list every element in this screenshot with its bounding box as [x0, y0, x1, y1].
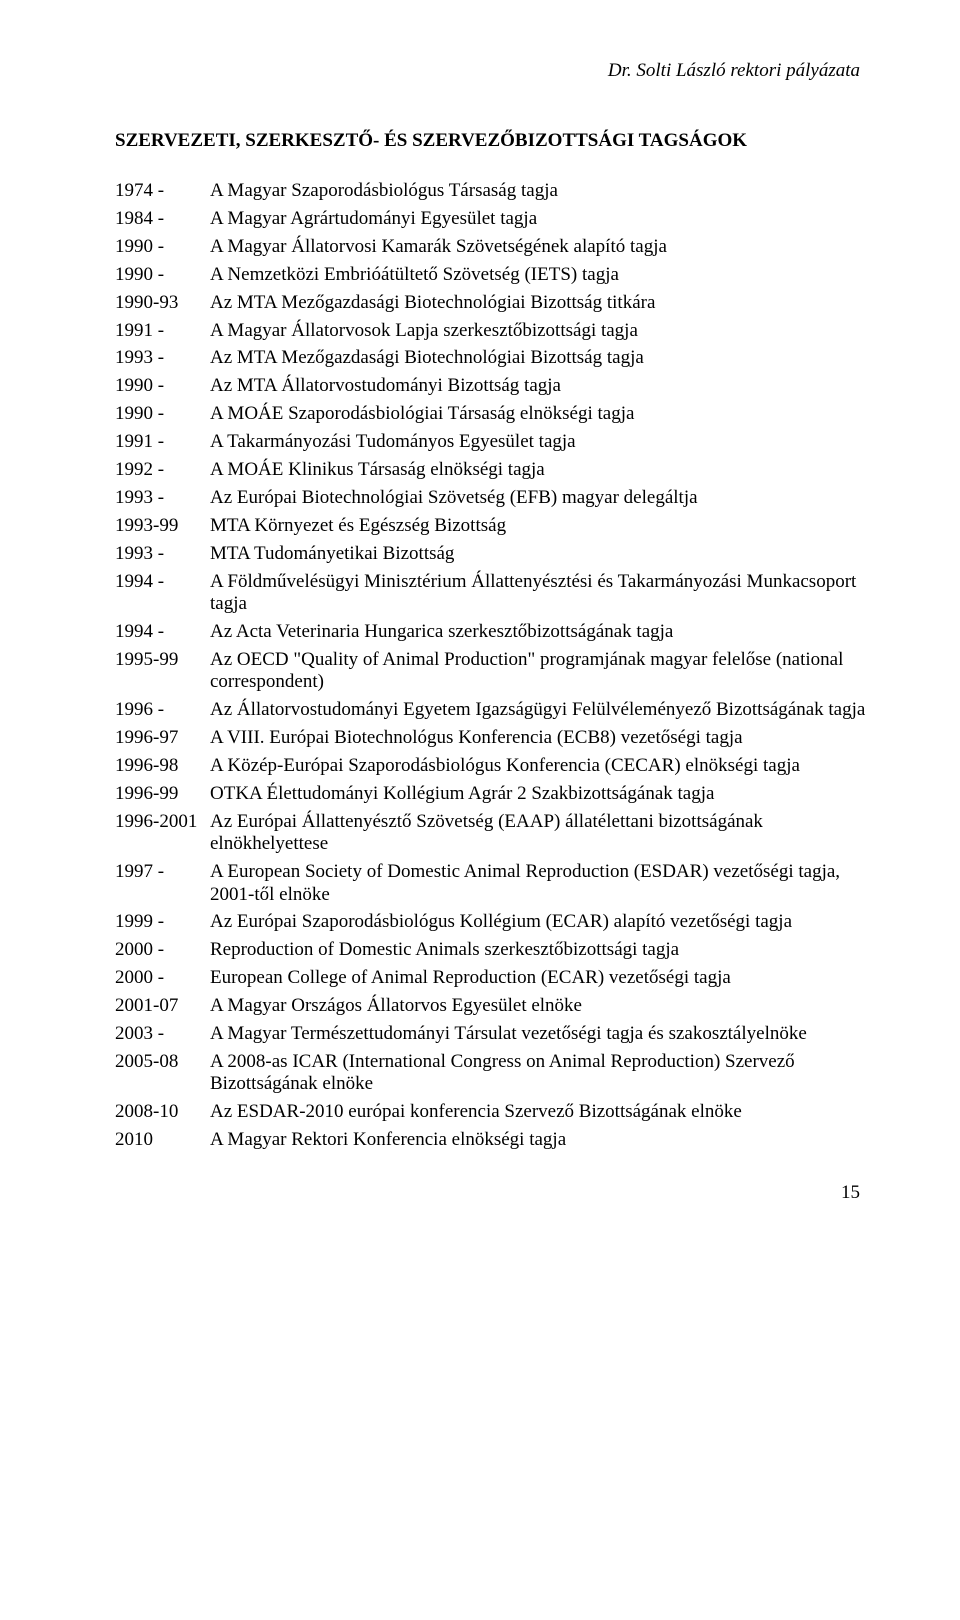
list-item: 1996-97A VIII. Európai Biotechnológus Ko… — [115, 727, 870, 749]
entry-year: 1991 - — [115, 431, 210, 453]
entry-text: A Nemzetközi Embrióátültető Szövetség (I… — [210, 264, 870, 286]
list-item: 1993 -Az MTA Mezőgazdasági Biotechnológi… — [115, 347, 870, 369]
entry-text: A Magyar Országos Állatorvos Egyesület e… — [210, 995, 870, 1017]
entry-year: 1996-97 — [115, 727, 210, 749]
list-item: 1996-2001Az Európai Állattenyésztő Szöve… — [115, 811, 870, 856]
list-item: 1992 -A MOÁE Klinikus Társaság elnökségi… — [115, 459, 870, 481]
list-item: 1993 -MTA Tudományetikai Bizottság — [115, 543, 870, 565]
list-item: 1990 -A Magyar Állatorvosi Kamarák Szöve… — [115, 236, 870, 258]
entry-year: 2003 - — [115, 1023, 210, 1045]
entry-year: 1996-98 — [115, 755, 210, 777]
entry-text: A Közép-Európai Szaporodásbiológus Konfe… — [210, 755, 870, 777]
entry-year: 2010 — [115, 1129, 210, 1151]
entry-year: 2001-07 — [115, 995, 210, 1017]
entry-year: 1999 - — [115, 911, 210, 933]
entry-text: A Takarmányozási Tudományos Egyesület ta… — [210, 431, 870, 453]
memberships-list: 1974 -A Magyar Szaporodásbiológus Társas… — [115, 180, 870, 1152]
list-item: 1991 -A Magyar Állatorvosok Lapja szerke… — [115, 320, 870, 342]
entry-text: A 2008-as ICAR (International Congress o… — [210, 1051, 870, 1096]
entry-text: Az Állatorvostudományi Egyetem Igazságüg… — [210, 699, 870, 721]
list-item: 2003 -A Magyar Természettudományi Társul… — [115, 1023, 870, 1045]
entry-year: 1990 - — [115, 236, 210, 258]
entry-text: Az MTA Mezőgazdasági Biotechnológiai Biz… — [210, 347, 870, 369]
entry-text: A Földművelésügyi Minisztérium Állatteny… — [210, 571, 870, 616]
entry-text: Az ESDAR-2010 európai konferencia Szerve… — [210, 1101, 870, 1123]
list-item: 1990 -A Nemzetközi Embrióátültető Szövet… — [115, 264, 870, 286]
entry-year: 2000 - — [115, 967, 210, 989]
list-item: 1999 -Az Európai Szaporodásbiológus Koll… — [115, 911, 870, 933]
list-item: 1994 -Az Acta Veterinaria Hungarica szer… — [115, 621, 870, 643]
entry-text: A MOÁE Szaporodásbiológiai Társaság elnö… — [210, 403, 870, 425]
entry-text: Az MTA Állatorvostudományi Bizottság tag… — [210, 375, 870, 397]
list-item: 2001-07A Magyar Országos Állatorvos Egye… — [115, 995, 870, 1017]
entry-text: Az Európai Állattenyésztő Szövetség (EAA… — [210, 811, 870, 856]
list-item: 2010A Magyar Rektori Konferencia elnöksé… — [115, 1129, 870, 1151]
list-item: 1997 -A European Society of Domestic Ani… — [115, 861, 870, 906]
entry-text: European College of Animal Reproduction … — [210, 967, 870, 989]
entry-year: 1990-93 — [115, 292, 210, 314]
entry-year: 1995-99 — [115, 649, 210, 671]
page-number: 15 — [115, 1182, 860, 1204]
list-item: 2000 -European College of Animal Reprodu… — [115, 967, 870, 989]
entry-year: 2005-08 — [115, 1051, 210, 1073]
list-item: 1994 -A Földművelésügyi Minisztérium Áll… — [115, 571, 870, 616]
entry-year: 1996-2001 — [115, 811, 210, 833]
list-item: 1996-98A Közép-Európai Szaporodásbiológu… — [115, 755, 870, 777]
entry-year: 1992 - — [115, 459, 210, 481]
list-item: 1996 -Az Állatorvostudományi Egyetem Iga… — [115, 699, 870, 721]
entry-text: Az OECD "Quality of Animal Production" p… — [210, 649, 870, 694]
entry-year: 1974 - — [115, 180, 210, 202]
entry-year: 1996 - — [115, 699, 210, 721]
list-item: 2000 -Reproduction of Domestic Animals s… — [115, 939, 870, 961]
entry-year: 1991 - — [115, 320, 210, 342]
list-item: 1993-99MTA Környezet és Egészség Bizotts… — [115, 515, 870, 537]
entry-text: MTA Tudományetikai Bizottság — [210, 543, 870, 565]
entry-text: A MOÁE Klinikus Társaság elnökségi tagja — [210, 459, 870, 481]
entry-year: 1993 - — [115, 347, 210, 369]
entry-text: Az Európai Szaporodásbiológus Kollégium … — [210, 911, 870, 933]
entry-year: 1994 - — [115, 621, 210, 643]
entry-year: 1996-99 — [115, 783, 210, 805]
entry-text: A Magyar Állatorvosi Kamarák Szövetségén… — [210, 236, 870, 258]
entry-text: A Magyar Rektori Konferencia elnökségi t… — [210, 1129, 870, 1151]
entry-year: 1993 - — [115, 543, 210, 565]
list-item: 1991 -A Takarmányozási Tudományos Egyesü… — [115, 431, 870, 453]
list-item: 1995-99Az OECD "Quality of Animal Produc… — [115, 649, 870, 694]
entry-year: 1984 - — [115, 208, 210, 230]
entry-text: Reproduction of Domestic Animals szerkes… — [210, 939, 870, 961]
entry-text: OTKA Élettudományi Kollégium Agrár 2 Sza… — [210, 783, 870, 805]
entry-year: 1993-99 — [115, 515, 210, 537]
list-item: 2008-10Az ESDAR-2010 európai konferencia… — [115, 1101, 870, 1123]
list-item: 1990 -Az MTA Állatorvostudományi Bizotts… — [115, 375, 870, 397]
list-item: 1974 -A Magyar Szaporodásbiológus Társas… — [115, 180, 870, 202]
list-item: 1993 -Az Európai Biotechnológiai Szövets… — [115, 487, 870, 509]
entry-year: 1994 - — [115, 571, 210, 593]
entry-year: 1990 - — [115, 403, 210, 425]
list-item: 1990 -A MOÁE Szaporodásbiológiai Társasá… — [115, 403, 870, 425]
entry-year: 1993 - — [115, 487, 210, 509]
entry-text: A Magyar Természettudományi Társulat vez… — [210, 1023, 870, 1045]
entry-text: A Magyar Szaporodásbiológus Társaság tag… — [210, 180, 870, 202]
list-item: 1984 -A Magyar Agrártudományi Egyesület … — [115, 208, 870, 230]
entry-text: Az Európai Biotechnológiai Szövetség (EF… — [210, 487, 870, 509]
section-title: SZERVEZETI, SZERKESZTŐ- ÉS SZERVEZŐBIZOT… — [115, 130, 870, 152]
entry-year: 2000 - — [115, 939, 210, 961]
entry-text: A VIII. Európai Biotechnológus Konferenc… — [210, 727, 870, 749]
entry-year: 2008-10 — [115, 1101, 210, 1123]
list-item: 2005-08A 2008-as ICAR (International Con… — [115, 1051, 870, 1096]
running-header: Dr. Solti László rektori pályázata — [115, 60, 860, 82]
entry-text: A Magyar Agrártudományi Egyesület tagja — [210, 208, 870, 230]
entry-text: Az MTA Mezőgazdasági Biotechnológiai Biz… — [210, 292, 870, 314]
entry-text: Az Acta Veterinaria Hungarica szerkesztő… — [210, 621, 870, 643]
entry-text: A European Society of Domestic Animal Re… — [210, 861, 870, 906]
document-page: Dr. Solti László rektori pályázata SZERV… — [0, 0, 960, 1254]
list-item: 1990-93Az MTA Mezőgazdasági Biotechnológ… — [115, 292, 870, 314]
entry-year: 1997 - — [115, 861, 210, 883]
list-item: 1996-99OTKA Élettudományi Kollégium Agrá… — [115, 783, 870, 805]
entry-year: 1990 - — [115, 375, 210, 397]
entry-year: 1990 - — [115, 264, 210, 286]
entry-text: A Magyar Állatorvosok Lapja szerkesztőbi… — [210, 320, 870, 342]
entry-text: MTA Környezet és Egészség Bizottság — [210, 515, 870, 537]
